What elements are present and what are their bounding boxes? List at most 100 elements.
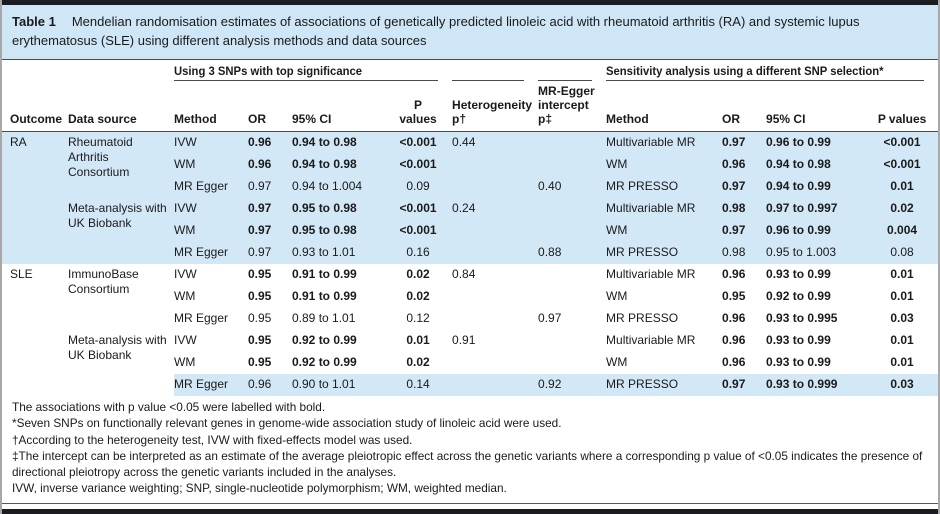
heterogeneity-p-cell	[452, 242, 538, 264]
sensitivity-p-value-cell: 0.02	[890, 201, 914, 215]
outcome-cell: RA	[10, 135, 27, 149]
col-header-outcome: Outcome	[2, 81, 68, 132]
sensitivity-p-value-cell: 0.03	[890, 377, 914, 391]
sensitivity-ci-cell: 0.94 to 0.98	[766, 157, 831, 171]
data-source-cell: Meta-analysis with UK Biobank	[68, 333, 167, 362]
sensitivity-method-cell: WM	[606, 157, 628, 171]
footnote: IVW, inverse variance weighting; SNP, si…	[12, 481, 507, 496]
egger-intercept-p-cell	[538, 286, 606, 308]
data-source-cell: ImmunoBase Consortium	[68, 267, 139, 296]
table-row: MR Egger 0.95 0.89 to 1.01 0.12 0.97 MR PRESS…	[2, 308, 938, 330]
sensitivity-p-value-cell: <0.001	[883, 135, 921, 149]
p-value-cell: 0.02	[406, 355, 430, 369]
p-value-cell: <0.001	[399, 201, 437, 215]
ci-cell: 0.91 to 0.99	[292, 267, 357, 281]
p-value-cell: 0.02	[406, 289, 430, 303]
column-header-row: Outcome Data source Method OR 95% CI P v…	[2, 81, 938, 132]
or-cell: 0.95	[248, 267, 272, 281]
col-header-heterogeneity-p: Heterogeneity p†	[452, 81, 539, 132]
sensitivity-p-value-cell: 0.01	[890, 289, 914, 303]
footnote: *Seven SNPs on functionally relevant gen…	[12, 416, 562, 431]
column-group-egger-rule	[538, 60, 607, 81]
p-value-cell: 0.14	[406, 377, 430, 391]
table-row: Meta-analysis with UK Biobank IVW 0.97 0.95…	[2, 198, 938, 230]
column-group-heterogeneity-rule	[452, 60, 539, 81]
table-row: MR Egger 0.97 0.94 to 1.004 0.09 0.40 MR PRES…	[2, 176, 938, 198]
ci-cell: 0.92 to 0.99	[292, 355, 357, 369]
or-cell: 0.97	[248, 223, 272, 237]
p-value-cell: <0.001	[399, 157, 437, 171]
heterogeneity-p-cell	[452, 286, 538, 308]
heterogeneity-p-cell	[452, 220, 538, 242]
egger-intercept-p-cell: 0.92	[538, 377, 562, 391]
method-cell: IVW	[174, 267, 197, 281]
data-source-cell: Meta-analysis with UK Biobank	[68, 201, 167, 230]
sensitivity-p-value-cell: <0.001	[883, 157, 921, 171]
sensitivity-method-cell: Multivariable MR	[606, 267, 696, 281]
heterogeneity-p-cell	[452, 352, 538, 374]
footnote: †According to the heterogeneity test, IV…	[12, 432, 413, 447]
table-number: Table 1	[12, 14, 56, 29]
ci-cell: 0.94 to 0.98	[292, 135, 357, 149]
sensitivity-or-cell: 0.96	[722, 311, 746, 325]
method-cell: MR Egger	[174, 377, 229, 391]
sensitivity-or-cell: 0.95	[722, 289, 746, 303]
col-header-p-values: P values	[394, 81, 453, 132]
bottom-border-bar	[2, 509, 938, 514]
table-row: MR Egger 0.96 0.90 to 1.01 0.14 0.92 MR PRESS…	[2, 374, 938, 396]
sensitivity-or-cell: 0.96	[722, 355, 746, 369]
sensitivity-or-cell: 0.96	[722, 157, 746, 171]
sensitivity-p-value-cell: 0.004	[887, 223, 918, 237]
col-header-method: Method	[174, 81, 248, 132]
or-cell: 0.95	[248, 311, 272, 325]
sensitivity-ci-cell: 0.96 to 0.99	[766, 135, 831, 149]
footnote: The associations with p value <0.05 were…	[12, 400, 326, 414]
method-cell: WM	[174, 157, 196, 171]
sensitivity-p-value-cell: 0.01	[890, 267, 914, 281]
sensitivity-ci-cell: 0.93 to 0.999	[766, 377, 838, 391]
egger-intercept-p-cell	[538, 132, 606, 155]
col-header-data-source: Data source	[68, 81, 174, 132]
column-group-sensitivity-analysis: Sensitivity analysis using a different S…	[606, 60, 938, 81]
sensitivity-method-cell: WM	[606, 289, 628, 303]
or-cell: 0.97	[248, 245, 272, 259]
or-cell: 0.95	[248, 333, 272, 347]
table-body: RA Rheumatoid Arthritis Consortium IVW 0.96…	[2, 131, 938, 396]
sensitivity-ci-cell: 0.95 to 1.003	[766, 245, 837, 259]
sensitivity-method-cell: Multivariable MR	[606, 201, 696, 215]
ci-cell: 0.92 to 0.99	[292, 333, 357, 347]
sensitivity-method-cell: MR PRESSO	[606, 179, 679, 193]
ci-cell: 0.94 to 1.004	[292, 179, 363, 193]
col-header-sensitivity-ci: 95% CI	[766, 81, 877, 132]
sensitivity-p-value-cell: 0.01	[890, 333, 914, 347]
or-cell: 0.97	[248, 201, 272, 215]
sensitivity-ci-cell: 0.92 to 0.99	[766, 289, 831, 303]
egger-intercept-p-cell: 0.97	[538, 311, 562, 325]
sensitivity-p-value-cell: 0.01	[890, 355, 914, 369]
footnotes: The associations with p value <0.05 were…	[2, 396, 938, 497]
sensitivity-method-cell: WM	[606, 355, 628, 369]
sensitivity-or-cell: 0.97	[722, 179, 746, 193]
table-row: WM 0.97 0.95 to 0.98 <0.001 WM 0.97 0.96 to 0.…	[2, 220, 938, 242]
sensitivity-or-cell: 0.98	[722, 201, 746, 215]
method-cell: MR Egger	[174, 179, 229, 193]
egger-intercept-p-cell	[538, 264, 606, 286]
egger-intercept-p-cell	[538, 220, 606, 242]
method-cell: MR Egger	[174, 311, 229, 325]
ci-cell: 0.95 to 0.98	[292, 223, 357, 237]
sensitivity-ci-cell: 0.93 to 0.99	[766, 333, 831, 347]
method-cell: IVW	[174, 333, 197, 347]
egger-intercept-p-cell	[538, 352, 606, 374]
sensitivity-ci-cell: 0.93 to 0.99	[766, 355, 831, 369]
sensitivity-or-cell: 0.96	[722, 333, 746, 347]
data-source-cell: Rheumatoid Arthritis Consortium	[68, 135, 133, 179]
p-value-cell: 0.12	[406, 311, 430, 325]
col-header-egger-intercept-p: MR-Egger intercept p‡	[538, 81, 607, 132]
col-header-sensitivity-or: OR	[722, 81, 767, 132]
col-header-sensitivity-p-values: P values	[876, 81, 938, 132]
or-cell: 0.97	[248, 179, 272, 193]
footnote: ‡The intercept can be interpreted as an …	[12, 448, 923, 480]
p-value-cell: 0.01	[406, 333, 430, 347]
table-row: WM 0.96 0.94 to 0.98 <0.001 WM 0.96 0.94 to 0.…	[2, 154, 938, 176]
